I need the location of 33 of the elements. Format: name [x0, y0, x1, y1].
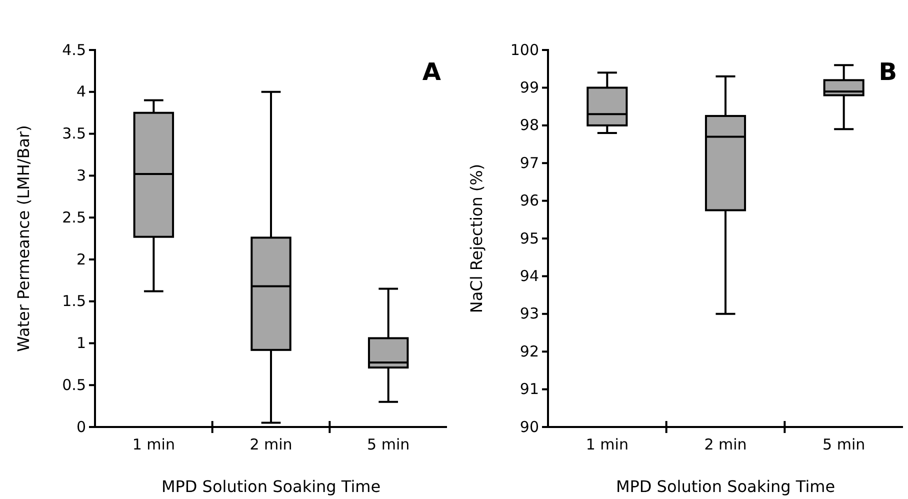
x-tick-label: 5 min: [367, 436, 410, 454]
y-axis-title: Water Permeance (LMH/Bar): [14, 125, 33, 352]
y-axis-title: NaCl Rejection (%): [467, 164, 486, 314]
y-tick-label: 2: [76, 250, 86, 268]
y-tick-label: 97: [520, 154, 539, 172]
y-tick-label: 3.5: [62, 124, 86, 143]
x-tick-label: 1 min: [586, 436, 628, 454]
y-tick-label: 98: [520, 116, 539, 134]
y-tick-label: 95: [520, 229, 539, 248]
y-tick-label: 99: [520, 78, 539, 96]
y-tick-label: 90: [520, 418, 539, 436]
y-tick-label: 100: [510, 40, 539, 59]
y-tick-label: 91: [520, 380, 539, 398]
y-tick-label: 4.5: [62, 40, 86, 59]
x-tick-label: 1 min: [132, 436, 175, 454]
y-tick-label: 1.5: [62, 292, 86, 310]
y-tick-label: 3: [76, 166, 86, 184]
y-tick-label: 2.5: [62, 208, 86, 226]
y-tick-label: 94: [520, 267, 539, 285]
y-tick-label: 0: [76, 418, 86, 436]
y-tick-label: 1: [76, 334, 86, 352]
x-tick-label: 2 min: [250, 436, 292, 454]
y-tick-label: 0.5: [62, 376, 86, 394]
x-axis-title: MPD Solution Soaking Time: [616, 477, 836, 496]
y-tick-label: 4: [76, 82, 86, 101]
annotation: B: [878, 58, 897, 86]
annotation: A: [422, 58, 442, 86]
y-tick-label: 92: [520, 342, 539, 360]
x-tick-label: 2 min: [704, 436, 747, 454]
y-tick-label: 96: [520, 192, 539, 210]
y-tick-label: 93: [520, 304, 539, 323]
x-tick-label: 5 min: [822, 436, 866, 454]
x-axis-title: MPD Solution Soaking Time: [161, 477, 381, 496]
